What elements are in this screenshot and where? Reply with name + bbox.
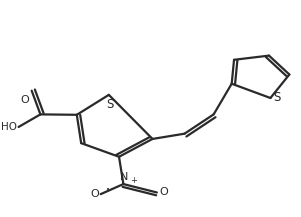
Text: S: S [106, 98, 113, 111]
Text: N: N [120, 172, 129, 182]
Text: O: O [20, 95, 29, 105]
Text: HO: HO [1, 122, 17, 132]
Text: O: O [160, 187, 169, 197]
Text: +: + [130, 176, 137, 185]
Text: O: O [90, 189, 99, 199]
Text: S: S [273, 90, 281, 104]
Text: •: • [106, 187, 110, 193]
